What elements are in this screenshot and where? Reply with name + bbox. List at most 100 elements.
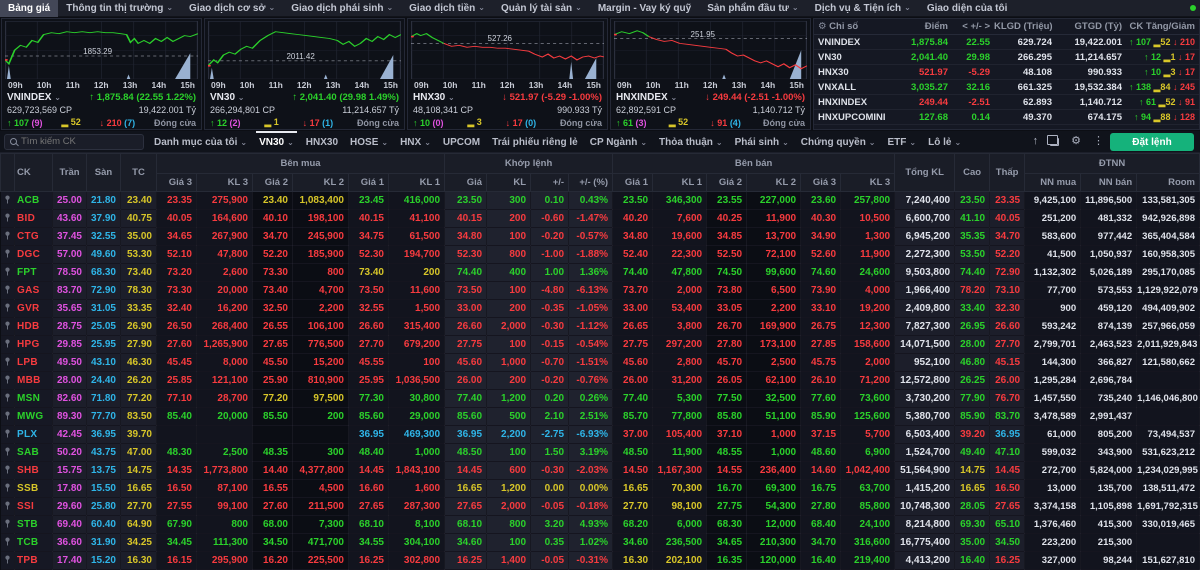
sell-price-1[interactable]: 34.60 (612, 533, 654, 552)
pin-icon[interactable] (0, 227, 15, 246)
buy-price-2[interactable]: 73.30 (252, 263, 293, 282)
sell-price-1[interactable]: 23.50 (612, 191, 654, 210)
ceiling-price[interactable]: 42.45 (52, 425, 87, 444)
tab-lo-le[interactable]: Lô lẻ ⌄ (925, 131, 964, 153)
ceiling-price[interactable]: 35.65 (52, 299, 87, 318)
arrow-up-icon[interactable]: ↑ (1032, 135, 1039, 147)
pin-icon[interactable] (0, 299, 15, 318)
pin-icon[interactable] (0, 389, 15, 408)
buy-price-3[interactable]: 26.50 (156, 317, 197, 336)
ticker-symbol[interactable]: SHB (14, 461, 53, 480)
sell-price-2[interactable]: 40.25 (706, 209, 748, 228)
matched-price[interactable]: 16.25 (444, 551, 488, 570)
index-name[interactable]: HNXINDEX (814, 94, 896, 110)
buy-price-1[interactable]: 73.50 (348, 281, 389, 300)
reference-price[interactable]: 16.65 (120, 479, 157, 498)
menu-item-giao-dich-co-so[interactable]: Giao dịch cơ sở ⌄ (181, 0, 283, 17)
sell-price-2[interactable]: 27.80 (706, 335, 748, 354)
buy-price-2[interactable]: 77.20 (252, 389, 293, 408)
pin-icon[interactable] (0, 209, 15, 228)
reference-price[interactable]: 34.25 (120, 533, 157, 552)
ticker-symbol[interactable]: ACB (14, 191, 53, 210)
buy-price-2[interactable]: 73.40 (252, 281, 293, 300)
tab-hnx30[interactable]: HNX30 (303, 131, 341, 153)
pin-icon[interactable] (0, 371, 15, 390)
ceiling-price[interactable]: 43.60 (52, 209, 87, 228)
floor-price[interactable]: 36.95 (86, 425, 121, 444)
sell-price-1[interactable]: 16.65 (612, 479, 654, 498)
change-value[interactable]: -1.00 (530, 245, 570, 264)
buy-price-1[interactable]: 26.60 (348, 317, 389, 336)
buy-price-3[interactable]: 14.35 (156, 461, 197, 480)
ceiling-price[interactable]: 49.50 (52, 353, 87, 372)
sell-price-2[interactable]: 37.10 (706, 425, 748, 444)
index-name[interactable]: HNXUPCOMINI (814, 109, 896, 125)
buy-price-2[interactable]: 23.40 (252, 191, 293, 210)
sell-price-2[interactable]: 26.05 (706, 371, 748, 390)
sell-price-1[interactable]: 26.00 (612, 371, 654, 390)
ceiling-price[interactable]: 29.85 (52, 335, 87, 354)
pin-icon[interactable] (0, 191, 15, 210)
buy-price-3[interactable]: 73.20 (156, 263, 197, 282)
search-input[interactable] (21, 136, 138, 147)
reference-price[interactable]: 35.00 (120, 227, 157, 246)
floor-price[interactable]: 68.30 (86, 263, 121, 282)
buy-price-3[interactable]: 27.55 (156, 497, 197, 516)
buy-price-1[interactable]: 27.65 (348, 497, 389, 516)
buy-price-3[interactable]: 23.35 (156, 191, 197, 210)
buy-price-2[interactable]: 32.50 (252, 299, 293, 318)
reference-price[interactable]: 40.75 (120, 209, 157, 228)
menu-item-giao-dich-phai-sinh[interactable]: Giao dịch phái sinh ⌄ (283, 0, 401, 17)
window-icon[interactable] (1047, 134, 1060, 146)
sell-price-3[interactable]: 73.90 (800, 281, 842, 300)
buy-price-1[interactable]: 34.55 (348, 533, 389, 552)
change-value[interactable]: 0.10 (530, 191, 570, 210)
change-value[interactable]: -0.30 (530, 317, 570, 336)
index-name-dropdown[interactable]: VN30 ⌄ (210, 91, 245, 103)
ticker-symbol[interactable]: FPT (14, 263, 53, 282)
buy-price-3[interactable]: 85.40 (156, 407, 197, 426)
floor-price[interactable]: 25.95 (86, 335, 121, 354)
index-name[interactable]: VN30 (814, 49, 896, 65)
pin-icon[interactable] (0, 245, 15, 264)
pin-icon[interactable] (0, 425, 15, 444)
sell-price-1[interactable]: 48.50 (612, 443, 654, 462)
reference-price[interactable]: 33.35 (120, 299, 157, 318)
ticker-symbol[interactable]: SSI (14, 497, 53, 516)
reference-price[interactable]: 53.30 (120, 245, 157, 264)
sell-price-3[interactable]: 27.85 (800, 335, 842, 354)
matched-price[interactable]: 33.00 (444, 299, 488, 318)
change-value[interactable]: -0.30 (530, 461, 570, 480)
tab-etf[interactable]: ETF ⌄ (885, 131, 920, 153)
pin-icon[interactable] (0, 479, 15, 498)
pin-icon[interactable] (0, 497, 15, 516)
reference-price[interactable]: 83.50 (120, 407, 157, 426)
change-value[interactable]: 0.00 (530, 479, 570, 498)
floor-price[interactable]: 71.80 (86, 389, 121, 408)
sell-price-3[interactable]: 33.10 (800, 299, 842, 318)
buy-price-1[interactable]: 25.95 (348, 371, 389, 390)
menu-item-san-pham-au-tu[interactable]: Sản phẩm đầu tư ⌄ (699, 0, 806, 17)
index-name-dropdown[interactable]: HNX30 ⌄ (413, 91, 455, 103)
menu-item-dich-vu-tien-ich[interactable]: Dịch vụ & Tiện ích ⌄ (807, 0, 919, 17)
index-row-vnxall[interactable]: VNXALL 3,035.27 32.16 661.325 19,532.384 ↑ 13… (814, 79, 1199, 95)
ticker-symbol[interactable]: DGC (14, 245, 53, 264)
reference-price[interactable]: 47.00 (120, 443, 157, 462)
sell-price-1[interactable]: 52.40 (612, 245, 654, 264)
sell-price-3[interactable]: 27.80 (800, 497, 842, 516)
floor-price[interactable]: 15.50 (86, 479, 121, 498)
tab-hose[interactable]: HOSE ⌄ (347, 131, 391, 153)
sell-price-2[interactable]: 34.85 (706, 227, 748, 246)
matched-price[interactable]: 73.50 (444, 281, 488, 300)
sell-price-2[interactable]: 52.50 (706, 245, 748, 264)
index-name[interactable]: VNINDEX (814, 34, 896, 50)
sell-price-2[interactable]: 74.50 (706, 263, 748, 282)
buy-price-1[interactable]: 27.70 (348, 335, 389, 354)
index-row-hnxindex[interactable]: HNXINDEX 249.44 -2.51 62.893 1,140.712 ↑ 61 ▂… (814, 94, 1199, 110)
sell-price-2[interactable]: 23.55 (706, 191, 748, 210)
reference-price[interactable]: 27.90 (120, 335, 157, 354)
buy-price-1[interactable]: 16.25 (348, 551, 389, 570)
sell-price-1[interactable]: 45.60 (612, 353, 654, 372)
reference-price[interactable]: 14.75 (120, 461, 157, 480)
matched-price[interactable]: 74.40 (444, 263, 488, 282)
